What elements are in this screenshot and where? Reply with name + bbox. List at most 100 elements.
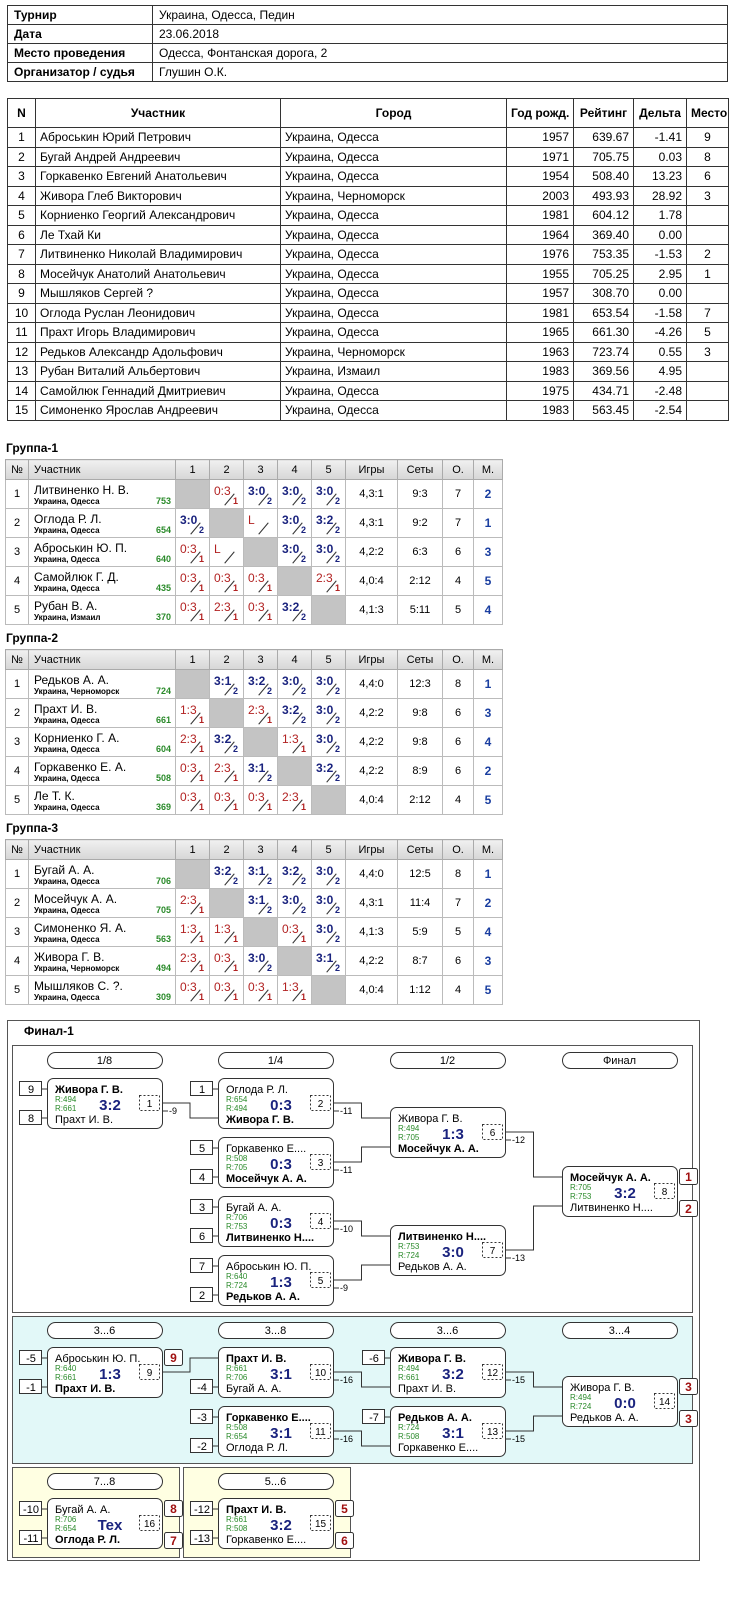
row-number: 4 — [5, 756, 29, 786]
score-cell: 3:2 2 — [311, 756, 346, 786]
match-points: 2 — [266, 905, 272, 915]
round-label: 1/8 — [97, 1055, 112, 1067]
player-rating: R:753 — [226, 1222, 248, 1231]
group-header-cell: Участник — [28, 649, 176, 670]
score-cell: 0:3 1 — [243, 566, 278, 596]
player-rating: R:661 — [55, 1104, 77, 1113]
score: 0:3 — [282, 922, 299, 936]
group-row: 2 Прахт И. В. Украина, Одесса 661 1:3 1 2:3 1 3:… — [5, 698, 503, 728]
player-rating: R:724 — [398, 1423, 420, 1432]
row-number: 1 — [5, 669, 29, 699]
participant-cell: Горкавенко Евгений Анатольевич — [35, 166, 281, 187]
diagonal-cell — [311, 975, 346, 1005]
score: 3:0 — [316, 922, 334, 936]
player-cell: Оглода Р. Л. Украина, Одесса 654 — [28, 508, 176, 538]
player-name: Горкавенко Е.... — [226, 1412, 311, 1424]
match-points: 2 — [232, 744, 238, 754]
seed: -10 — [23, 1504, 39, 1516]
participant-cell: 15 — [7, 400, 36, 421]
player-name: Литвиненко Н.... — [398, 1231, 486, 1243]
connector — [505, 1371, 562, 1388]
player-cell: Самойлюк Г. Д. Украина, Одесса 435 — [28, 566, 176, 596]
player-rating: R:654 — [55, 1524, 77, 1533]
score-cell: 3:0 2 — [243, 946, 278, 976]
participant-cell: Украина, Черноморск — [280, 185, 507, 206]
player-name: Корниенко Г. А. — [34, 731, 120, 745]
score-cell: 3:2 2 — [209, 859, 244, 889]
loser-to: -12 — [512, 1135, 525, 1145]
participant-cell: 5 — [7, 205, 36, 226]
seed: 3 — [199, 1202, 205, 1214]
player-name: Аброськин Ю. П. — [34, 541, 128, 555]
group-games: 4,0:4 — [345, 785, 398, 815]
diagonal-cell — [243, 727, 278, 757]
score: 1:3 — [180, 703, 197, 717]
group-place: 4 — [473, 727, 503, 757]
match-points: 2 — [300, 612, 306, 622]
participant-cell: 493.93 — [573, 185, 634, 206]
score: 3:0 — [282, 484, 300, 498]
group-header-cell: 5 — [311, 839, 346, 860]
player-city: Украина, Одесса — [34, 993, 100, 1002]
diagonal-cell — [311, 595, 346, 625]
group-header-cell: Сеты — [397, 649, 443, 670]
place-box — [679, 1378, 698, 1395]
loser-to: -16 — [340, 1375, 353, 1385]
group-row: 3 Аброськин Ю. П. Украина, Одесса 640 0:3 1 L 3… — [5, 537, 503, 567]
group-games: 4,2:2 — [345, 946, 398, 976]
group-table: № Участник 1 2 3 4 5 Игры Сеты О. М. 1 Бугай А. А. Ук… — [5, 839, 503, 1005]
player-name: Литвиненко Н. В. — [34, 483, 130, 497]
score: 2:3 — [282, 790, 299, 804]
group-points: 7 — [442, 479, 474, 509]
group-header-cell: 4 — [277, 459, 312, 480]
score-cell: 3:0 2 — [311, 888, 346, 918]
participant-cell: 653.54 — [573, 302, 634, 323]
round-label: 3...6 — [94, 1325, 115, 1337]
player-cell: Литвиненко Н. В. Украина, Одесса 753 — [28, 479, 176, 509]
player-rating: 435 — [155, 583, 171, 593]
participant-row: 12 Редьков Александр Адольфович Украина, Ч… — [7, 341, 729, 362]
match-score: 1:3 — [442, 1126, 464, 1143]
player-name: Рубан В. А. — [34, 599, 98, 613]
match-score: 0:3 — [270, 1156, 292, 1173]
group-row: 1 Литвиненко Н. В. Украина, Одесса 753 0:3 1 3… — [5, 479, 503, 509]
participant-row: 2 Бугай Андрей Андреевич Украина, Одесса 19… — [7, 146, 729, 167]
participant-cell: Ле Тхай Ки — [35, 224, 281, 245]
match-number-box — [139, 1095, 160, 1111]
participant-row: 10 Оглода Руслан Леонидович Украина, Одесс… — [7, 302, 729, 323]
score: 2:3 — [180, 732, 197, 746]
participant-cell: Редьков Александр Адольфович — [35, 341, 281, 362]
loser-to: -15 — [512, 1434, 525, 1444]
player-rating: R:508 — [398, 1432, 420, 1441]
match-points: 1 — [232, 934, 238, 944]
match-score: 0:3 — [270, 1097, 292, 1114]
seed: 7 — [199, 1261, 205, 1273]
place-box — [679, 1168, 698, 1185]
player-name: Литвиненко Н.... — [226, 1232, 314, 1244]
group-header-cell: № — [5, 459, 29, 480]
match-number-box — [310, 1213, 331, 1229]
participant-cell: -2.48 — [633, 380, 687, 401]
group-header-cell: М. — [473, 839, 503, 860]
score-cell: 2:3 1 — [277, 785, 312, 815]
group-games: 4,2:2 — [345, 698, 398, 728]
match-points: 1 — [266, 992, 272, 1002]
score-cell: 0:3 1 — [175, 756, 210, 786]
score: 1:3 — [180, 922, 197, 936]
match-points: 1 — [300, 744, 306, 754]
connector — [505, 1131, 562, 1178]
player-rating: R:724 — [226, 1281, 248, 1290]
player-name: Бугай А. А. — [34, 863, 95, 877]
group-header-cell: Сеты — [397, 839, 443, 860]
score: 2:3 — [214, 761, 231, 775]
participant-cell: 1983 — [506, 400, 574, 421]
match-box — [562, 1166, 678, 1217]
seed-box — [19, 1110, 42, 1125]
match-number: 4 — [318, 1217, 324, 1228]
group-header-cell: 1 — [175, 839, 210, 860]
player-cell: Симоненко Я. А. Украина, Одесса 563 — [28, 917, 176, 947]
player-city: Украина, Одесса — [34, 877, 100, 886]
header-cell: Участник — [35, 98, 281, 128]
seed-box — [362, 1409, 385, 1424]
score: 3:2 — [316, 761, 334, 775]
